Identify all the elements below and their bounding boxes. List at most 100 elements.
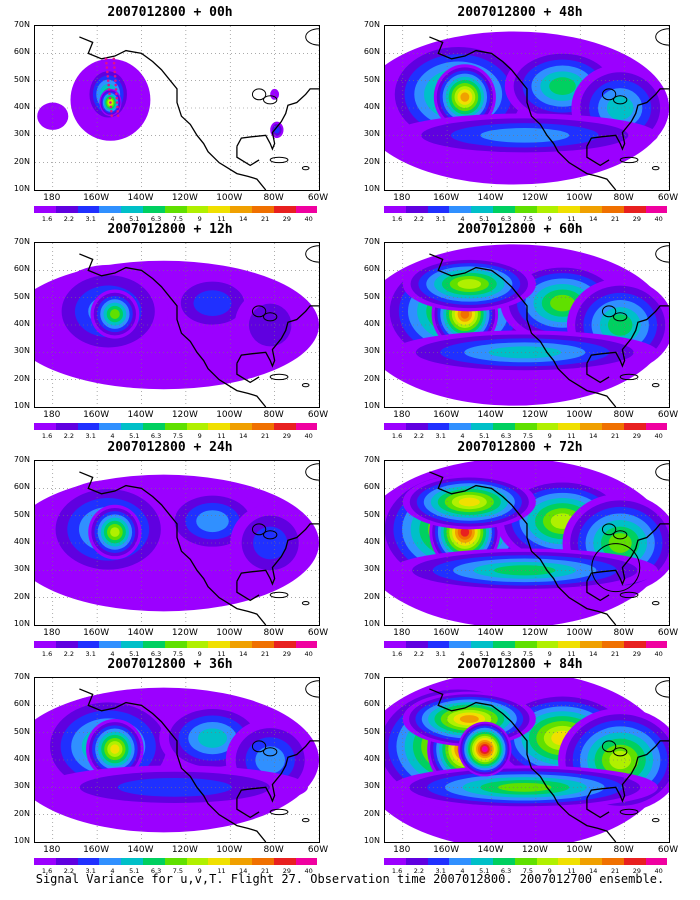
panel-title: 2007012800 + 12h xyxy=(107,222,233,237)
lat-tick-label: 70N xyxy=(13,455,30,464)
observation-point xyxy=(106,70,109,74)
coastline xyxy=(619,156,639,164)
lon-tick-label: 140W xyxy=(127,628,154,638)
coastline xyxy=(601,523,617,536)
colorbar-swatch xyxy=(471,641,493,648)
colorbar xyxy=(384,641,668,648)
coastline xyxy=(586,740,669,803)
observation-point xyxy=(113,70,117,74)
coastline xyxy=(305,28,319,46)
observation-point xyxy=(104,57,108,61)
colorbar-label: 1.6 xyxy=(41,867,53,875)
colorbar-label: 7.5 xyxy=(522,215,534,223)
lat-tick-label: 20N xyxy=(13,808,30,818)
coastline xyxy=(655,463,669,481)
colorbar-swatch xyxy=(558,641,581,648)
lat-tick-label: 60N xyxy=(363,482,380,492)
colorbar-swatch xyxy=(99,858,122,865)
colorbar-label: 2.2 xyxy=(413,215,425,223)
colorbar-label: 4 xyxy=(460,650,465,658)
lat-tick-label: 50N xyxy=(13,74,30,84)
panel-title: 2007012800 + 36h xyxy=(107,657,233,672)
coastline xyxy=(263,747,278,757)
lon-tick-label: 180 xyxy=(43,845,61,855)
colorbar-label: 14 xyxy=(239,432,248,440)
colorbar-swatch xyxy=(601,423,624,430)
colorbar-swatch xyxy=(295,206,318,213)
colorbar-label: 2.2 xyxy=(63,432,75,440)
lon-tick-label: 80W xyxy=(613,410,634,420)
panel-title: 2007012800 + 48h xyxy=(457,5,583,20)
colorbar-label: 3.1 xyxy=(435,215,446,223)
variance-contour xyxy=(498,782,552,792)
lat-tick-label: 70N xyxy=(363,455,380,464)
lon-tick-label: 120W xyxy=(171,410,198,420)
lon-tick-label: 160W xyxy=(433,410,460,420)
map-panel-36h: 2007012800 + 36h 70N 60N 50N 40N 30N 20N 10N 180… xyxy=(0,657,340,875)
colorbar-swatch xyxy=(514,858,537,865)
variance-contour xyxy=(248,303,292,347)
colorbar-swatch xyxy=(536,641,559,648)
colorbar-label: 7.5 xyxy=(172,215,184,223)
coastline xyxy=(79,688,267,842)
coastline xyxy=(305,463,319,481)
colorbar xyxy=(34,641,318,648)
lon-tick-label: 120W xyxy=(521,845,548,855)
lat-tick-label: 40N xyxy=(13,102,30,111)
coastline xyxy=(236,740,319,803)
lat-tick-label: 20N xyxy=(13,373,30,383)
observation-point xyxy=(116,105,119,109)
colorbar-label: 7.5 xyxy=(172,432,184,440)
coastline xyxy=(586,146,610,167)
colorbar-swatch xyxy=(295,423,318,430)
lon-tick-label: 60W xyxy=(307,845,329,855)
lon-tick-label: 120W xyxy=(521,193,548,203)
colorbar-swatch xyxy=(55,858,78,865)
colorbar-label: 11 xyxy=(217,650,226,658)
colorbar-swatch xyxy=(580,641,602,648)
colorbar-swatch xyxy=(405,206,428,213)
colorbar-label: 11 xyxy=(567,432,576,440)
variance-contour xyxy=(460,309,470,319)
map-panel-12h: 2007012800 + 12h 70N 60N 50N 40N 30N 20N 10N 180… xyxy=(0,222,340,440)
colorbar-swatch xyxy=(405,423,428,430)
coastline xyxy=(79,471,267,625)
colorbar-swatch xyxy=(230,206,252,213)
lat-tick-label: 40N xyxy=(363,102,380,111)
variance-contour xyxy=(550,294,575,312)
coastline xyxy=(613,530,628,540)
colorbar-label: 7.5 xyxy=(522,650,534,658)
lon-tick-label: 80W xyxy=(263,410,284,420)
colorbar-label: 3.1 xyxy=(85,650,96,658)
colorbar-label: 5.1 xyxy=(479,867,490,875)
coastline xyxy=(429,36,617,190)
map-svg xyxy=(35,243,319,407)
lat-tick-label: 30N xyxy=(13,781,30,791)
colorbar-label: 21 xyxy=(610,432,620,440)
coastline xyxy=(586,798,610,819)
coastline xyxy=(651,817,660,823)
lon-tick-label: 140W xyxy=(477,845,504,855)
coastline xyxy=(655,245,669,263)
colorbar-label: 4 xyxy=(460,867,465,875)
variance-contour xyxy=(255,746,285,774)
colorbar-label: 7.5 xyxy=(172,867,184,875)
colorbar-swatch xyxy=(251,641,274,648)
coastline xyxy=(79,36,267,190)
map-area xyxy=(384,460,670,626)
variance-contour xyxy=(197,728,228,748)
coastline xyxy=(586,523,669,586)
map-svg xyxy=(35,461,319,625)
map-area xyxy=(34,460,320,626)
colorbar-swatch xyxy=(427,641,450,648)
lat-tick-label: 30N xyxy=(13,129,30,139)
colorbar-label: 21 xyxy=(610,650,620,658)
lon-tick-label: 180 xyxy=(43,193,61,203)
colorbar-label: 3.1 xyxy=(435,650,446,658)
map-svg xyxy=(385,461,669,625)
variance-contour xyxy=(608,533,632,553)
coastline xyxy=(601,305,617,318)
lat-tick-label: 10N xyxy=(13,401,30,410)
colorbar-swatch xyxy=(273,206,296,213)
colorbar-swatch xyxy=(208,206,231,213)
